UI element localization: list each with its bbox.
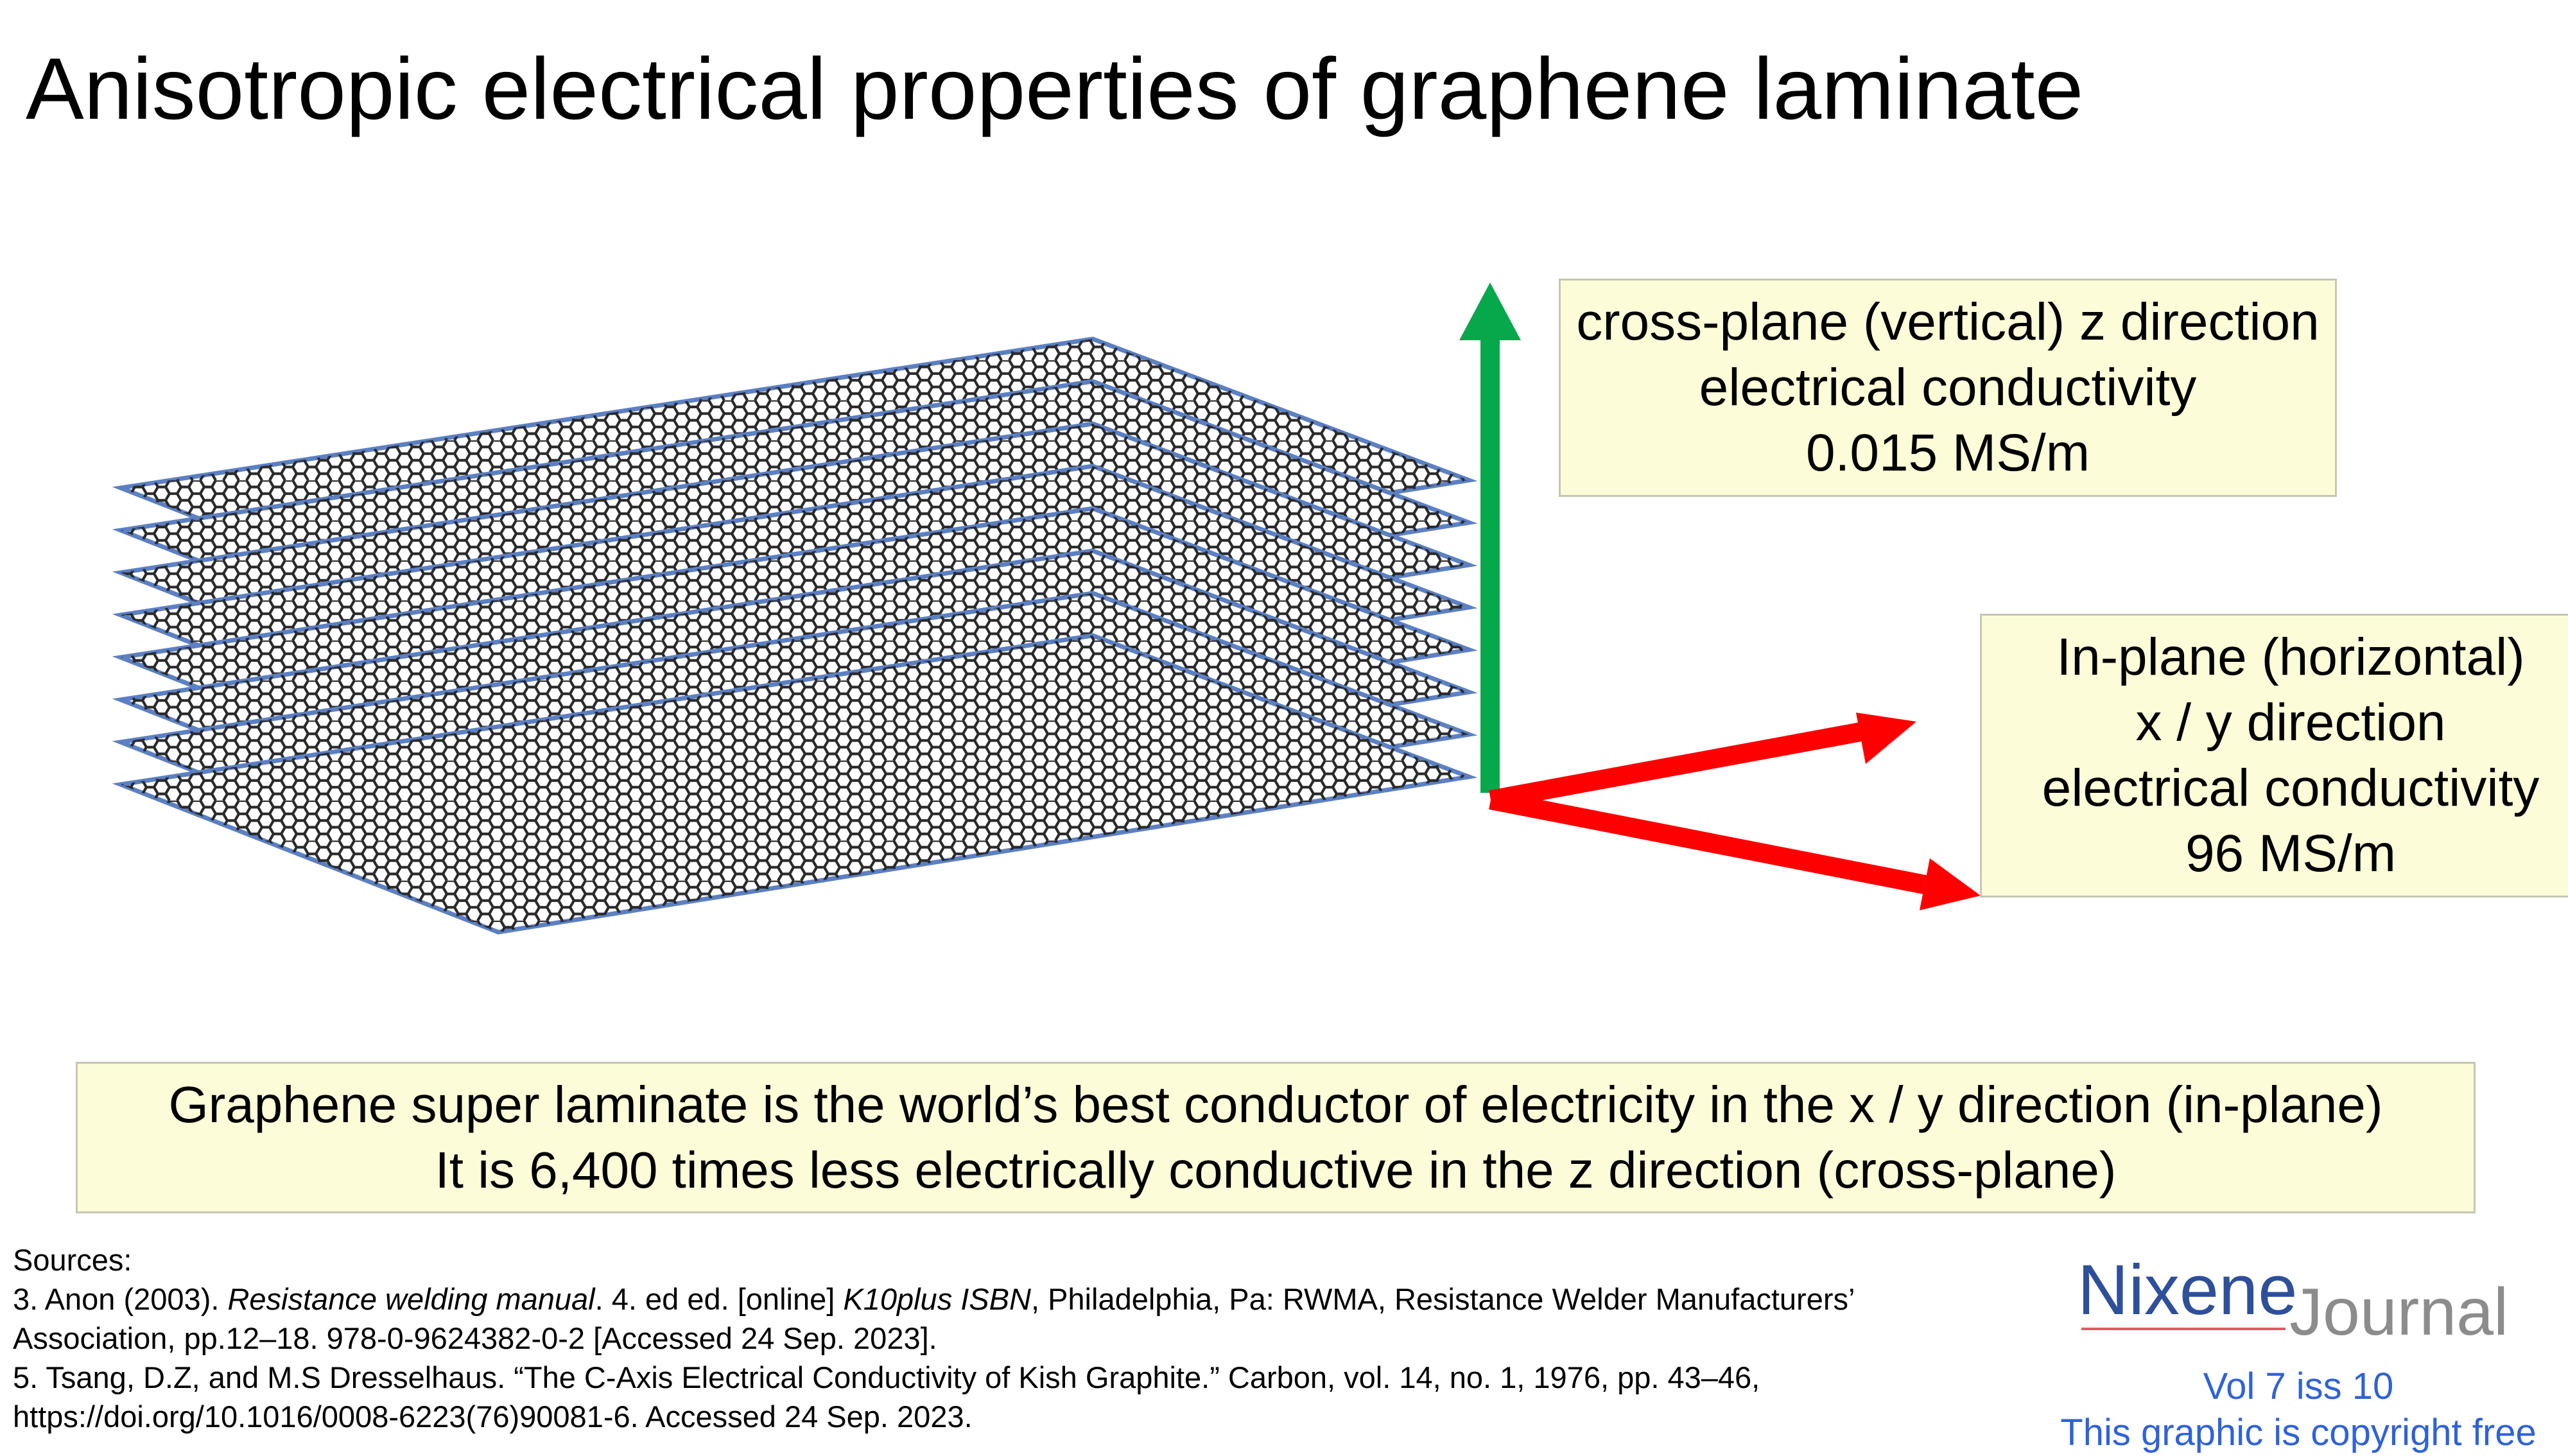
summary-box: Graphene super laminate is the world’s b… — [76, 1062, 2476, 1213]
logo-nixene-text: Nixene — [2078, 1251, 2298, 1330]
page-title: Anisotropic electrical properties of gra… — [26, 40, 2084, 137]
cross-plane-label: cross-plane (vertical) z direction — [1576, 293, 2320, 351]
x-arrow-head — [1856, 713, 1916, 764]
source-ref-5-line-1: 5. Tsang, D.Z, and M.S Dresselhaus. “The… — [13, 1360, 1760, 1394]
in-plane-subtitle: electrical conductivity — [2042, 759, 2540, 817]
z-direction-arrow — [1459, 282, 1521, 793]
source-ref-3-line-1: 3. Anon (2003). Resistance welding manua… — [13, 1279, 2054, 1319]
graphene-layer-stack — [112, 336, 1478, 935]
in-plane-value: 96 MS/m — [2185, 824, 2397, 883]
logo-journal-text: Journal — [2289, 1275, 2509, 1349]
logo-underline — [2081, 1328, 2286, 1330]
source-ref-3-line-2: Association, pp.12–18. 978-0-9624382-0-2… — [13, 1321, 937, 1355]
cross-plane-conductivity-box: cross-plane (vertical) z direction elect… — [1559, 279, 2337, 497]
z-arrow-shaft — [1480, 337, 1500, 793]
z-arrow-head — [1459, 282, 1521, 340]
ref3-rest: , Philadelphia, Pa: RWMA, Resistance Wel… — [1030, 1282, 1855, 1316]
volume-issue: Vol 7 iss 10 — [2203, 1365, 2394, 1407]
sources-heading: Sources: — [13, 1243, 132, 1277]
xy-direction-arrows — [1489, 713, 1981, 910]
ref3-isbn: K10plus ISBN — [843, 1282, 1031, 1316]
nixene-journal-logo: Nixene Journal — [2078, 1251, 2565, 1350]
y-arrow-head — [1920, 858, 1981, 910]
in-plane-direction: x / y direction — [2135, 693, 2446, 752]
graphene-lattice-8 — [121, 636, 1469, 932]
ref3-mid: . 4. ed ed. [online] — [594, 1282, 844, 1316]
ref3-prefix: 3. Anon (2003). — [13, 1282, 228, 1316]
copyright-note: This graphic is copyright free — [2060, 1412, 2537, 1453]
in-plane-conductivity-box: In-plane (horizontal) x / y direction el… — [1980, 614, 2568, 897]
sources-section: Sources: 3. Anon (2003). Resistance weld… — [13, 1240, 2054, 1436]
in-plane-label: In-plane (horizontal) — [2056, 628, 2525, 686]
summary-line-1: Graphene super laminate is the world’s b… — [168, 1076, 2383, 1133]
y-arrow-shaft — [1489, 790, 1927, 894]
ref3-title: Resistance welding manual — [227, 1282, 595, 1316]
cross-plane-value: 0.015 MS/m — [1805, 424, 2090, 482]
x-arrow-shaft — [1489, 722, 1862, 810]
summary-line-2: It is 6,400 times less electrically cond… — [435, 1141, 2117, 1199]
source-ref-5-line-2: https://doi.org/10.1016/0008-6223(76)900… — [13, 1400, 973, 1434]
cross-plane-subtitle: electrical conductivity — [1699, 358, 2197, 417]
